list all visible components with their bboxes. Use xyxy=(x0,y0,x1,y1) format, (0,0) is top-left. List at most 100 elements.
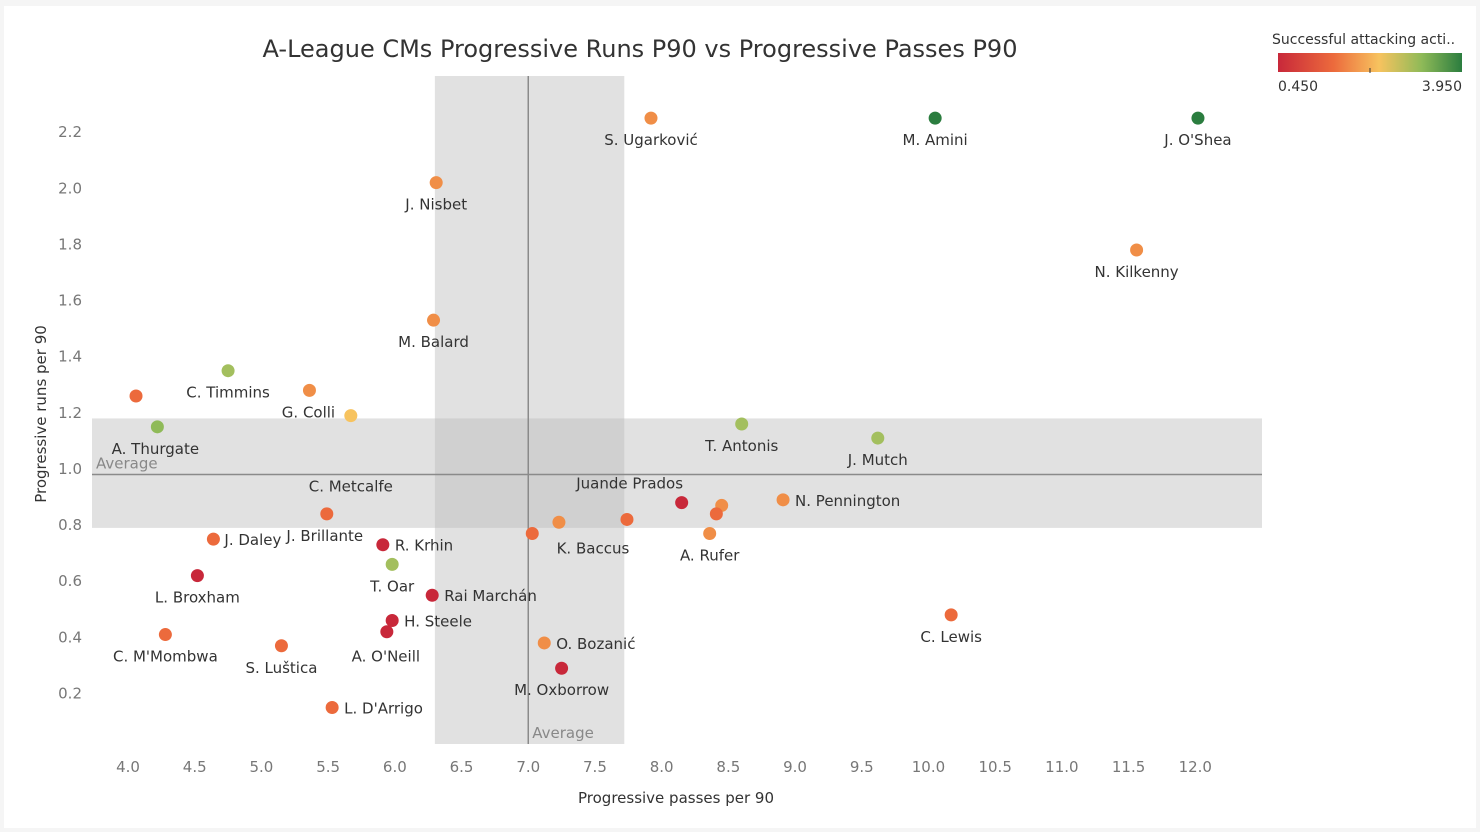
legend-title: Successful attacking acti.. xyxy=(1272,32,1455,48)
y-tick-label: 0.2 xyxy=(58,684,82,702)
data-point[interactable] xyxy=(429,176,443,190)
x-tick-label: 4.5 xyxy=(183,758,207,776)
data-point[interactable] xyxy=(376,538,390,552)
x-tick-label: 10.0 xyxy=(912,758,945,776)
y-tick-label: 1.2 xyxy=(58,404,82,422)
x-tick-label: 7.5 xyxy=(583,758,607,776)
point-label: J. Mutch xyxy=(847,451,908,469)
point-label: A. O'Neill xyxy=(352,648,420,666)
point-label: C. Lewis xyxy=(920,628,982,646)
point-label: C. Timmins xyxy=(186,384,270,402)
data-point[interactable] xyxy=(555,661,569,675)
data-point[interactable] xyxy=(675,496,689,510)
point-label: H. Steele xyxy=(404,613,472,631)
data-point[interactable] xyxy=(380,625,394,639)
y-average-band xyxy=(92,418,1262,528)
point-label: S. Ugarković xyxy=(604,131,698,149)
point-label: Juande Prados xyxy=(575,475,683,493)
data-point[interactable] xyxy=(344,409,358,423)
y-tick-label: 0.8 xyxy=(58,516,82,534)
data-point[interactable] xyxy=(703,526,717,540)
x-tick-label: 12.0 xyxy=(1179,758,1212,776)
data-point[interactable] xyxy=(944,608,958,622)
point-label: N. Pennington xyxy=(795,492,900,510)
data-point[interactable] xyxy=(221,364,235,378)
y-tick-label: 1.4 xyxy=(58,348,82,366)
point-label: N. Kilkenny xyxy=(1094,263,1178,281)
data-point[interactable] xyxy=(1130,243,1144,257)
point-label: Rai Marchán xyxy=(444,587,537,605)
y-axis-ticks: 0.2 0.4 0.6 0.8 1.0 1.2 1.4 1.6 1.8 2.0 2.2 xyxy=(58,123,82,702)
data-point[interactable] xyxy=(871,431,885,445)
point-label: J. Daley xyxy=(223,531,281,549)
data-points: S. Ugarković M. Amini J. O'Shea J. Nisbet N.… xyxy=(112,111,1232,718)
data-point[interactable] xyxy=(709,507,723,521)
chart-title: A-League CMs Progressive Runs P90 vs Pro… xyxy=(263,35,1018,63)
data-point[interactable] xyxy=(425,588,439,602)
x-tick-label: 10.5 xyxy=(978,758,1011,776)
x-average-band xyxy=(434,76,625,744)
data-point[interactable] xyxy=(620,512,634,526)
y-axis-label: Progressive runs per 90 xyxy=(32,325,50,503)
data-point[interactable] xyxy=(150,420,164,434)
y-tick-label: 1.6 xyxy=(58,292,82,310)
data-point[interactable] xyxy=(644,111,658,125)
point-label: L. D'Arrigo xyxy=(344,700,423,718)
data-point[interactable] xyxy=(928,111,942,125)
y-tick-label: 0.6 xyxy=(58,572,82,590)
data-point[interactable] xyxy=(274,639,288,653)
data-point[interactable] xyxy=(320,507,334,521)
point-label: R. Krhin xyxy=(395,537,453,555)
y-tick-label: 2.0 xyxy=(58,179,82,197)
y-tick-label: 0.4 xyxy=(58,628,82,646)
x-tick-label: 7.0 xyxy=(516,758,540,776)
y-tick-label: 1.8 xyxy=(58,235,82,253)
data-point[interactable] xyxy=(158,628,172,642)
data-point[interactable] xyxy=(325,701,339,715)
point-label: M. Oxborrow xyxy=(514,681,609,699)
point-label: S. Luštica xyxy=(245,659,317,677)
chart-frame: A-League CMs Progressive Runs P90 vs Pro… xyxy=(4,6,1476,828)
point-label: T. Antonis xyxy=(704,437,778,455)
data-point[interactable] xyxy=(735,417,749,431)
x-tick-label: 5.5 xyxy=(316,758,340,776)
data-point[interactable] xyxy=(776,493,790,507)
x-tick-label: 5.0 xyxy=(250,758,274,776)
scatter-chart: A-League CMs Progressive Runs P90 vs Pro… xyxy=(32,32,1462,807)
point-label: J. Brillante xyxy=(285,527,363,545)
x-tick-label: 8.0 xyxy=(650,758,674,776)
point-label: K. Baccus xyxy=(557,539,630,557)
point-label: J. O'Shea xyxy=(1163,131,1231,149)
data-point[interactable] xyxy=(552,515,566,529)
data-point[interactable] xyxy=(129,389,143,403)
x-average-label: Average xyxy=(532,724,594,742)
legend-gradient-bar xyxy=(1278,53,1462,72)
data-point[interactable] xyxy=(385,557,399,571)
x-tick-label: 8.5 xyxy=(716,758,740,776)
x-tick-label: 6.5 xyxy=(450,758,474,776)
x-tick-label: 9.0 xyxy=(783,758,807,776)
data-point[interactable] xyxy=(537,636,551,650)
legend-min-label: 0.450 xyxy=(1278,79,1318,95)
data-point[interactable] xyxy=(206,532,220,546)
y-average-label: Average xyxy=(96,455,158,473)
data-point[interactable] xyxy=(302,383,316,397)
x-tick-label: 9.5 xyxy=(850,758,874,776)
point-label: A. Thurgate xyxy=(112,440,199,458)
average-lines: Average Average xyxy=(92,76,1262,744)
x-tick-label: 6.0 xyxy=(383,758,407,776)
legend-max-label: 3.950 xyxy=(1422,79,1462,95)
point-label: J. Nisbet xyxy=(404,196,467,214)
data-point[interactable] xyxy=(1191,111,1205,125)
point-label: M. Amini xyxy=(903,131,968,149)
data-point[interactable] xyxy=(427,313,441,327)
average-bands xyxy=(92,76,1262,744)
x-axis-label: Progressive passes per 90 xyxy=(578,789,774,807)
point-label: O. Bozanić xyxy=(556,635,635,653)
data-point[interactable] xyxy=(385,614,399,628)
y-tick-label: 1.0 xyxy=(58,460,82,478)
point-label: C. Metcalfe xyxy=(309,478,393,496)
data-point[interactable] xyxy=(190,569,204,583)
data-point[interactable] xyxy=(525,526,539,540)
x-tick-label: 4.0 xyxy=(116,758,140,776)
